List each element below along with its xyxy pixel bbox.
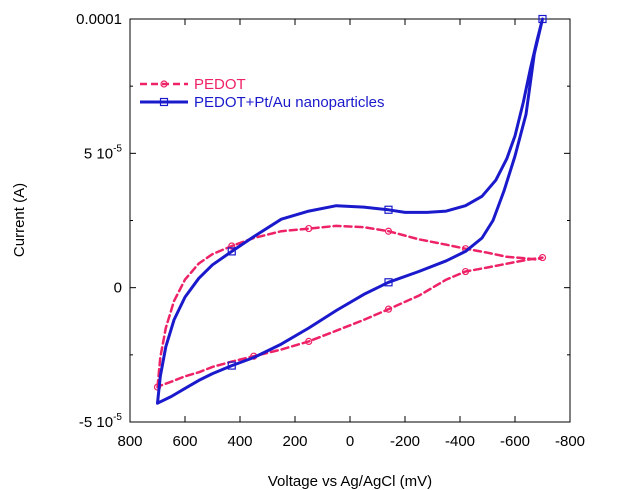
y-axis-title: Current (A) (11, 183, 28, 257)
y-tick-label: 5 10-5 (84, 143, 123, 162)
pedot-ptau-marker (384, 205, 393, 214)
x-tick-label: 600 (172, 433, 197, 450)
pedot-marker (538, 253, 547, 262)
series-pedot (153, 224, 547, 391)
pedot-marker (384, 305, 393, 313)
x-tick-label: -200 (390, 433, 420, 450)
pedot-marker (305, 337, 313, 345)
pedot-marker (160, 80, 168, 88)
pedot-marker (384, 227, 393, 235)
y-tick-label: 0.0001 (76, 11, 122, 28)
axis-tick-labels: 800 600 400 200 0 -200 -400 -600 -800 0.0001 5 10-… (76, 11, 585, 450)
x-tick-label: 400 (227, 433, 252, 450)
y-tick-label: -5 10-5 (79, 412, 123, 431)
x-tick-label: 0 (346, 433, 354, 450)
pedot-ptau-marker (159, 97, 169, 107)
axis-ticks (129, 18, 571, 423)
pedot-ptau-marker (538, 14, 547, 24)
x-tick-label: 200 (282, 433, 307, 450)
x-axis-title: Voltage vs Ag/AgCl (mV) (268, 473, 432, 490)
pedot-ptau-marker (384, 278, 393, 287)
x-tick-label: -600 (500, 433, 530, 450)
pedot-marker (228, 242, 236, 250)
pedot-marker (305, 224, 313, 233)
x-tick-label: -400 (445, 433, 475, 450)
x-tick-label: 800 (117, 433, 142, 450)
series-pedot-ptau (156, 14, 547, 405)
pedot-curve (156, 224, 544, 389)
legend-label: PEDOT (194, 76, 246, 93)
y-tick-label: 0 (114, 280, 122, 297)
pedot-ptau-marker (227, 361, 236, 370)
pedot-marker (461, 267, 470, 276)
x-tick-label: -800 (555, 433, 585, 450)
series-layer (153, 14, 547, 405)
pedot-ptau-marker (227, 247, 236, 256)
pedot-ptau-curve (156, 17, 544, 405)
legend-label: PEDOT+Pt/Au nanoparticles (194, 94, 385, 111)
